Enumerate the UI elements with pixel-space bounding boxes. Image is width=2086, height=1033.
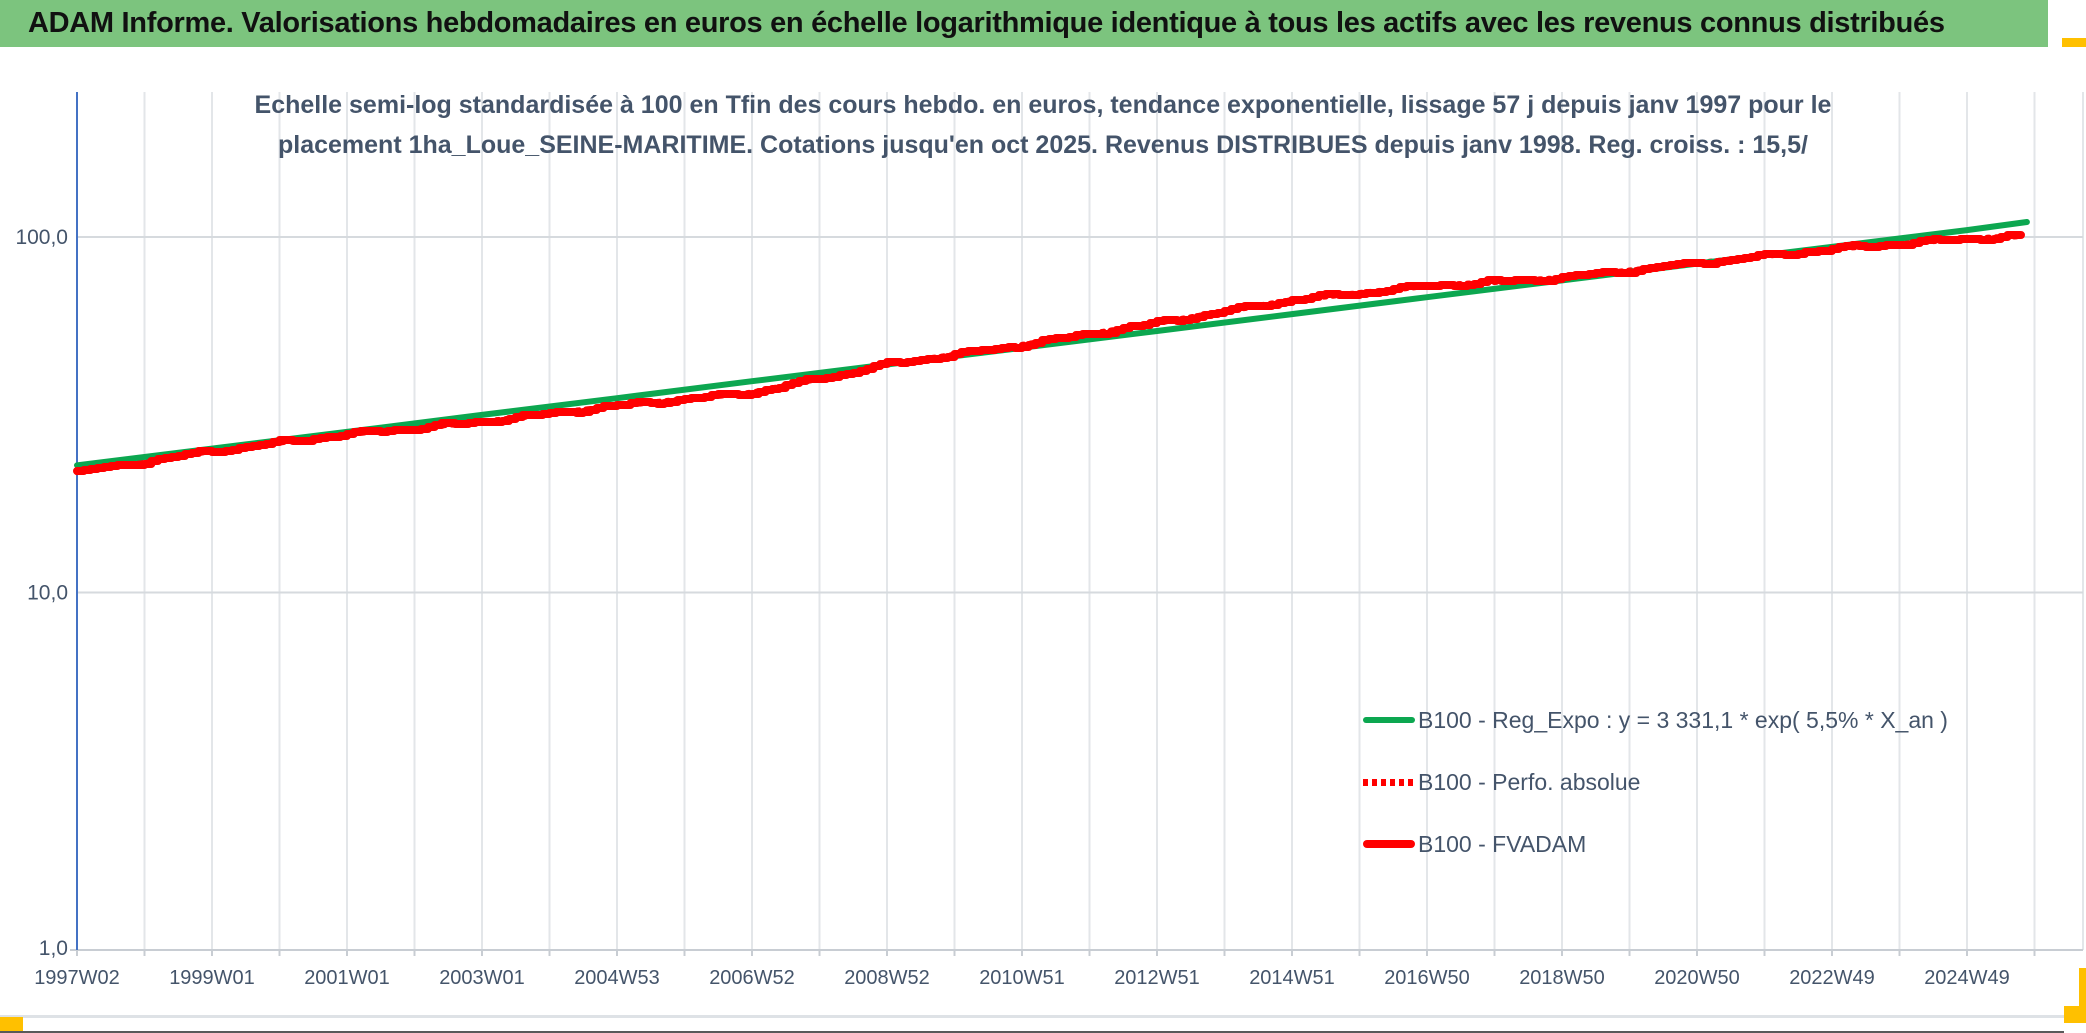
x-axis-label: 2018W50 (1519, 967, 1605, 989)
chart-title-line1: Echelle semi-log standardisée à 100 en T… (254, 91, 1832, 119)
x-axis-label: 2022W49 (1789, 967, 1875, 989)
x-axis-label: 2010W51 (979, 967, 1065, 989)
x-axis-label: 2014W51 (1249, 967, 1335, 989)
x-axis-label: 2016W50 (1384, 967, 1470, 989)
x-axis-label: 2008W52 (844, 967, 930, 989)
legend-label: B100 - Reg_Expo : y = 3 331,1 * exp( 5,5… (1418, 706, 1948, 733)
legend-item-fvadam[interactable]: B100 - FVADAM (1363, 813, 1948, 875)
x-axis-label: 2024W49 (1924, 967, 2010, 989)
x-axis-label: 2006W52 (709, 967, 795, 989)
legend-item-perfo-absolue[interactable]: B100 - Perfo. absolue (1363, 751, 1948, 813)
x-axis-label: 1999W01 (169, 967, 255, 989)
bottom-bar (0, 1031, 2064, 1033)
plot-svg: 100,0 10,0 1,0 1997W02 1999W01 2001W01 2003W01… (15, 92, 2084, 989)
yellow-accent-right-strip (2079, 968, 2086, 1023)
chart-title-line2: placement 1ha_Loue_SEINE-MARITIME. Cotat… (278, 131, 1808, 159)
y-axis-label: 100,0 (15, 226, 68, 249)
legend: B100 - Reg_Expo : y = 3 331,1 * exp( 5,5… (1363, 689, 1948, 875)
yellow-accent-bottom-left (0, 1017, 23, 1031)
series-perfo-absolue-line (74, 233, 2024, 476)
x-axis-label: 2012W51 (1114, 967, 1200, 989)
x-axis-label: 2020W50 (1654, 967, 1740, 989)
y-axis-label: 1,0 (39, 937, 68, 960)
x-axis-label: 2004W53 (574, 967, 660, 989)
legend-item-reg-expo[interactable]: B100 - Reg_Expo : y = 3 331,1 * exp( 5,5… (1363, 689, 1948, 751)
legend-dotted-line-swatch (1363, 778, 1415, 786)
header-bar: ADAM Informe. Valorisations hebdomadaire… (0, 0, 2048, 47)
chart-object[interactable]: 100,0 10,0 1,0 1997W02 1999W01 2001W01 2003W01… (0, 47, 2086, 1015)
y-axis-label: 10,0 (27, 582, 68, 605)
legend-label: B100 - Perfo. absolue (1418, 768, 1641, 795)
chart-title: Echelle semi-log standardisée à 100 en T… (0, 85, 2086, 165)
series-fvadam-line (73, 231, 2025, 475)
legend-line-swatch (1363, 840, 1415, 848)
yellow-accent-bottom-right (2064, 1006, 2086, 1023)
legend-label: B100 - FVADAM (1418, 830, 1587, 857)
bottom-hairline (0, 1015, 2086, 1018)
header-title: ADAM Informe. Valorisations hebdomadaire… (28, 7, 1945, 39)
legend-line-swatch (1363, 717, 1415, 723)
x-axis-label: 2003W01 (439, 967, 525, 989)
x-axis-label: 2001W01 (304, 967, 390, 989)
x-axis-label: 1997W02 (34, 967, 120, 989)
